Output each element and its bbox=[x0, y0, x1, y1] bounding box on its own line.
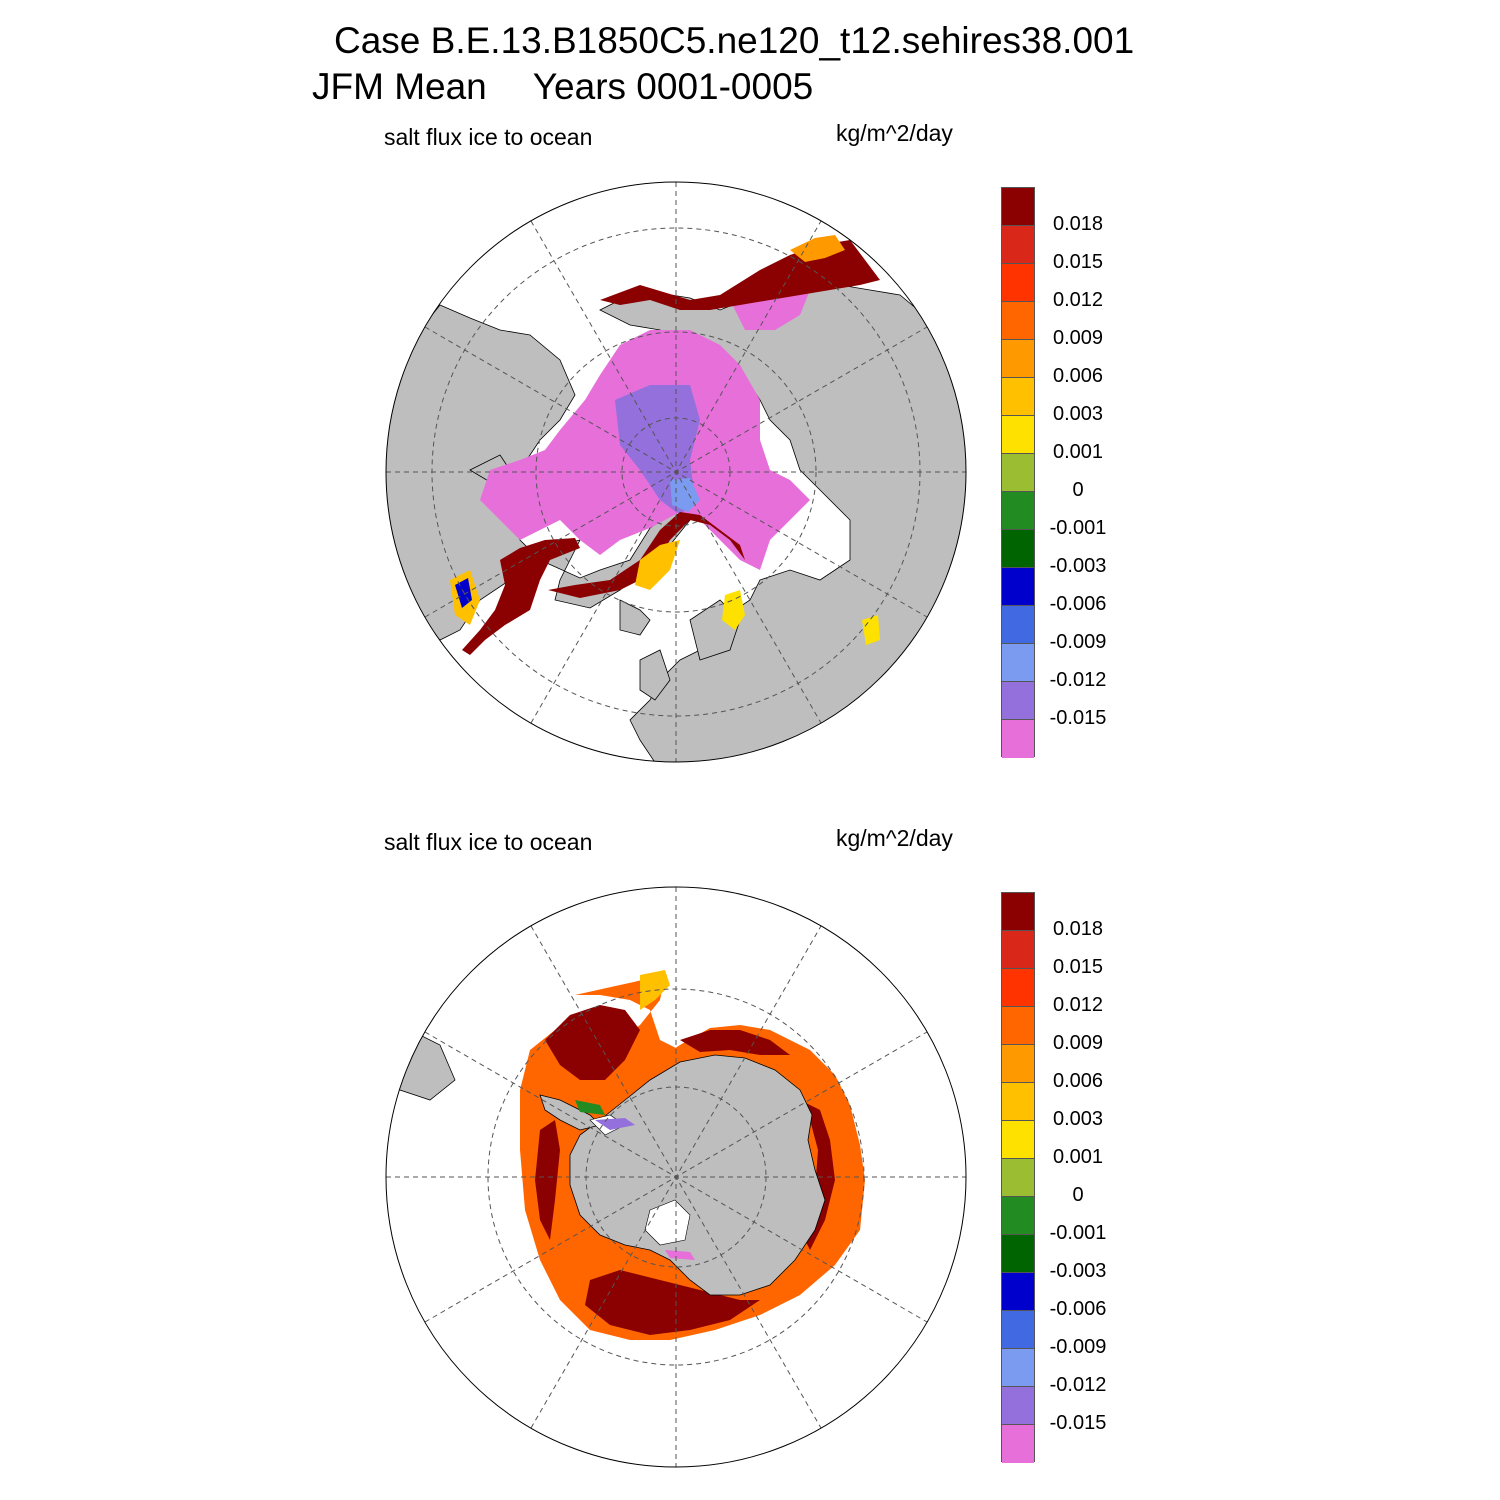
season-label: JFM Mean bbox=[312, 66, 487, 107]
colorbar-south-swatch bbox=[1002, 1425, 1034, 1463]
colorbar-south-tick-label: -0.015 bbox=[1049, 1412, 1107, 1434]
colorbar-south-swatch bbox=[1002, 1045, 1034, 1083]
north-map-border bbox=[385, 181, 967, 763]
colorbar-north-tick-label: -0.003 bbox=[1049, 555, 1107, 577]
colorbar-south-tick-label: -0.009 bbox=[1049, 1336, 1107, 1358]
figure-title-case: Case B.E.13.B1850C5.ne120_t12.sehires38.… bbox=[334, 20, 1135, 61]
colorbar-north-tick-label: 0.018 bbox=[1052, 213, 1104, 235]
colorbar-north-swatch bbox=[1002, 378, 1034, 416]
colorbar-north-swatch bbox=[1002, 644, 1034, 682]
south-map-border bbox=[385, 886, 967, 1468]
colorbar-north-tick-label: 0.009 bbox=[1052, 327, 1104, 349]
colorbar-south-tick-label: 0.003 bbox=[1052, 1108, 1104, 1130]
colorbar-north-tick-label: 0 bbox=[1072, 479, 1084, 501]
north-polar-map bbox=[385, 181, 967, 763]
colorbar-north-tick-label: 0.012 bbox=[1052, 289, 1104, 311]
colorbar-south-swatch bbox=[1002, 1387, 1034, 1425]
colorbar-south-tick-label: 0.001 bbox=[1052, 1146, 1104, 1168]
colorbar-north-tick-label: -0.001 bbox=[1049, 517, 1107, 539]
colorbar-north-tick-label: -0.006 bbox=[1049, 593, 1107, 615]
colorbar-south-swatch bbox=[1002, 1121, 1034, 1159]
figure-title-period: JFM Mean Years 0001-0005 bbox=[312, 66, 813, 108]
colorbar-north-swatch bbox=[1002, 720, 1034, 758]
colorbar-north-swatches bbox=[1001, 187, 1035, 758]
colorbar-north-swatch bbox=[1002, 492, 1034, 530]
colorbar-north-swatch bbox=[1002, 264, 1034, 302]
colorbar-south-swatch bbox=[1002, 1083, 1034, 1121]
colorbar-south-tick-label: -0.003 bbox=[1049, 1260, 1107, 1282]
colorbar-south-swatch bbox=[1002, 1159, 1034, 1197]
panel-1-variable-label: salt flux ice to ocean bbox=[384, 124, 593, 150]
colorbar-south-tick-label: 0.009 bbox=[1052, 1032, 1104, 1054]
colorbar-south-tick-label: 0.012 bbox=[1052, 994, 1104, 1016]
south-polar-map bbox=[385, 886, 967, 1468]
colorbar-north-swatch bbox=[1002, 340, 1034, 378]
south-graticule bbox=[386, 887, 966, 1467]
colorbar-south-swatch bbox=[1002, 969, 1034, 1007]
colorbar-south-swatches bbox=[1001, 892, 1035, 1463]
panel-2-variable-label: salt flux ice to ocean bbox=[384, 829, 593, 855]
colorbar-north-tick-label: 0.001 bbox=[1052, 441, 1104, 463]
colorbar-north-tick-label: -0.009 bbox=[1049, 631, 1107, 653]
south-land bbox=[386, 1029, 826, 1296]
colorbar-north-swatch bbox=[1002, 454, 1034, 492]
years-label: Years 0001-0005 bbox=[532, 66, 814, 107]
north-graticule bbox=[386, 182, 966, 762]
colorbar-south-tick-label: 0.006 bbox=[1052, 1070, 1104, 1092]
colorbar-north-swatch bbox=[1002, 188, 1034, 226]
colorbar-north-tick-label: -0.012 bbox=[1049, 669, 1107, 691]
colorbar-north-swatch bbox=[1002, 530, 1034, 568]
colorbar-south-tick-label: -0.001 bbox=[1049, 1222, 1107, 1244]
panel-1-units: kg/m^2/day bbox=[836, 120, 953, 146]
colorbar-south-tick-label: -0.012 bbox=[1049, 1374, 1107, 1396]
colorbar-north-swatch bbox=[1002, 226, 1034, 264]
colorbar-north-swatch bbox=[1002, 416, 1034, 454]
colorbar-south-swatch bbox=[1002, 1197, 1034, 1235]
colorbar-south-tick-label: 0.015 bbox=[1052, 956, 1104, 978]
colorbar-north-tick-label: -0.015 bbox=[1049, 707, 1107, 729]
colorbar-north-swatch bbox=[1002, 568, 1034, 606]
colorbar-south-swatch bbox=[1002, 1311, 1034, 1349]
colorbar-north-tick-label: 0.015 bbox=[1052, 251, 1104, 273]
colorbar-north-tick-label: 0.006 bbox=[1052, 365, 1104, 387]
north-ice-positive-flux bbox=[450, 235, 880, 655]
colorbar-south-swatch bbox=[1002, 1349, 1034, 1387]
colorbar-north-swatch bbox=[1002, 606, 1034, 644]
colorbar-south-swatch bbox=[1002, 1235, 1034, 1273]
colorbar-south-swatch bbox=[1002, 1007, 1034, 1045]
panel-2-units: kg/m^2/day bbox=[836, 825, 953, 851]
colorbar-south-tick-label: 0 bbox=[1072, 1184, 1084, 1206]
colorbar-south-tick-label: 0.018 bbox=[1052, 918, 1104, 940]
colorbar-north-swatch bbox=[1002, 302, 1034, 340]
colorbar-south-tick-label: -0.006 bbox=[1049, 1298, 1107, 1320]
colorbar-north-swatch bbox=[1002, 682, 1034, 720]
colorbar-south-swatch bbox=[1002, 1273, 1034, 1311]
colorbar-south-swatch bbox=[1002, 893, 1034, 931]
colorbar-south-swatch bbox=[1002, 931, 1034, 969]
colorbar-north-tick-label: 0.003 bbox=[1052, 403, 1104, 425]
